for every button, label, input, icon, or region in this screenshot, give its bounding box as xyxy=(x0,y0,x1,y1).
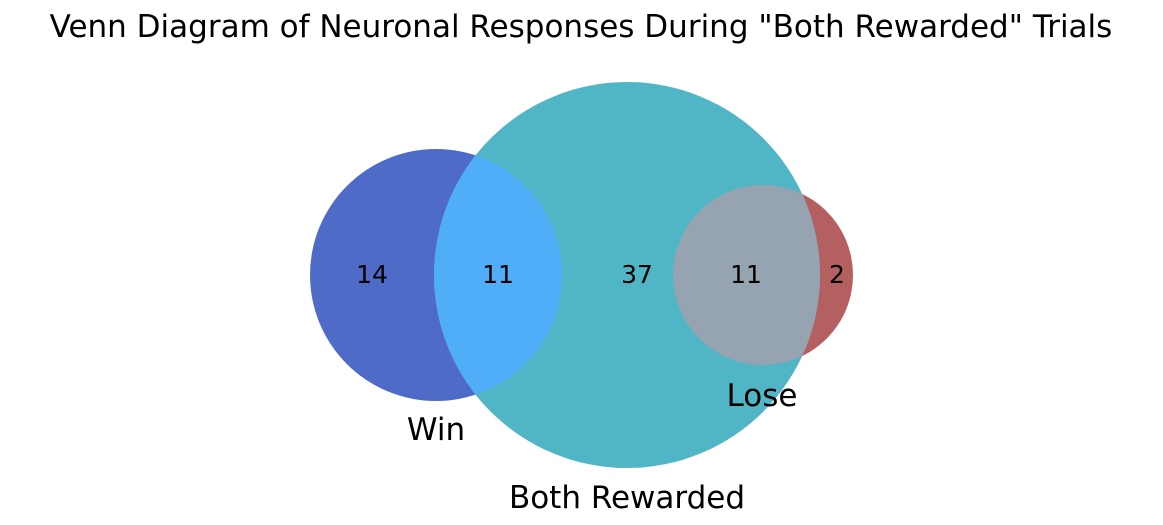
count-win-both: 11 xyxy=(482,260,514,289)
count-both-only: 37 xyxy=(621,260,653,289)
count-both-lose: 11 xyxy=(730,260,762,289)
count-win-only: 14 xyxy=(356,260,388,289)
win-both-intersection xyxy=(434,149,562,401)
both-rewarded-circle xyxy=(434,82,820,468)
both-lose-intersection xyxy=(673,185,820,365)
label-lose: Lose xyxy=(727,378,798,414)
label-win: Win xyxy=(407,412,465,448)
diagram-title: Venn Diagram of Neuronal Responses Durin… xyxy=(50,9,1113,45)
label-both-rewarded: Both Rewarded xyxy=(509,480,745,516)
count-lose-only: 2 xyxy=(829,260,845,289)
